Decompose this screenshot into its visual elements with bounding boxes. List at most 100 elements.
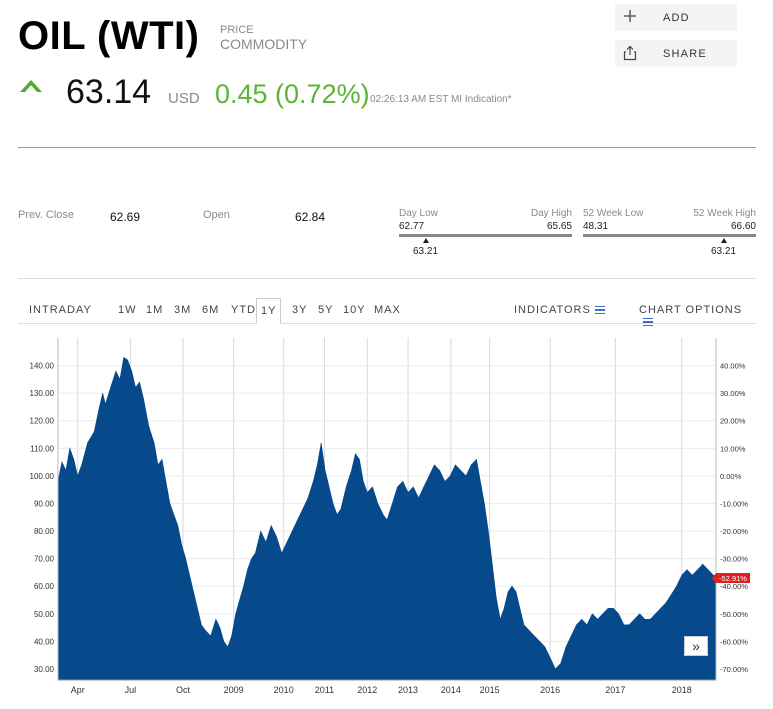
instrument-type-big: COMMODITY xyxy=(220,36,308,52)
current-value-badge xyxy=(712,572,750,583)
week52-range: 52 Week Low 52 Week High 48.31 66.60 63.… xyxy=(583,208,756,260)
x-tick-label: 2009 xyxy=(224,685,244,695)
instrument-type-small: PRICE xyxy=(220,24,254,36)
menu-icon xyxy=(643,318,653,327)
instrument-type: PRICE COMMODITY xyxy=(220,24,307,52)
add-button[interactable]: ADD xyxy=(615,4,737,31)
day-range-marker xyxy=(423,238,429,243)
x-tick-label: Jul xyxy=(125,685,137,695)
key-stats: Prev. Close 62.69 Open 62.84 Day Low Day… xyxy=(18,205,756,265)
double-chevron-right-icon[interactable]: » xyxy=(684,636,708,656)
chart-options-button[interactable]: CHART OPTIONS xyxy=(639,304,756,328)
y-right-tick-label: -30.00% xyxy=(720,555,748,564)
y-left-tick-label: 140.00 xyxy=(30,362,55,371)
y-left-tick-label: 90.00 xyxy=(34,499,55,508)
day-low-label: Day Low xyxy=(399,208,438,219)
price-chart[interactable]: 140.00 130.00 120.00 110.00 100.00 90.00 80.00… xyxy=(18,334,758,700)
day-low-value: 62.77 xyxy=(399,221,425,232)
indicators-label: INDICATORS xyxy=(514,304,591,316)
currency-label: USD xyxy=(168,90,200,107)
day-range: Day Low Day High 62.77 65.65 63.21 xyxy=(399,208,572,260)
price-area xyxy=(57,356,717,681)
x-tick-label: 2018 xyxy=(672,685,692,695)
y-right-tick-label: -40.00% xyxy=(720,582,748,591)
tab-range-1y[interactable]: 1Y xyxy=(256,298,282,324)
price-change: 0.45 (0.72%) xyxy=(215,79,370,109)
chart-toolbar: INTRADAY 1W 1M 3M 6M YTD 1Y 3Y 5Y 10Y MAX INDICAT… xyxy=(18,298,756,327)
plus-icon xyxy=(623,9,637,26)
y-right-tick-label: -60.00% xyxy=(720,637,748,646)
day-range-bar xyxy=(399,234,572,237)
share-button-label: SHARE xyxy=(663,48,707,60)
current-value-badge-label: -52.91% xyxy=(719,574,747,583)
price-chart-svg: 140.00 130.00 120.00 110.00 100.00 90.00 80.00… xyxy=(30,338,750,695)
y-right-tick-label: -10.00% xyxy=(720,499,748,508)
stats-divider xyxy=(18,278,756,279)
x-tick-label: 2011 xyxy=(315,685,334,695)
week52-high-label: 52 Week High xyxy=(693,208,756,219)
x-tick-label: 2013 xyxy=(398,685,418,695)
prev-close-value: 62.69 xyxy=(110,210,141,224)
prev-close-label: Prev. Close xyxy=(18,209,75,221)
x-tick-label: 2014 xyxy=(441,685,461,695)
y-left-tick-label: 100.00 xyxy=(30,472,55,481)
indicators-button[interactable]: INDICATORS xyxy=(514,304,605,316)
y-left-tick-label: 110.00 xyxy=(30,444,54,453)
page-title: OIL (WTI) xyxy=(18,14,200,58)
header-divider xyxy=(18,147,756,148)
y-right-tick-label: -20.00% xyxy=(720,527,748,536)
tab-range-1w[interactable]: 1W xyxy=(118,304,137,316)
x-tick-label: 2016 xyxy=(540,685,560,695)
tab-intraday[interactable]: INTRADAY xyxy=(29,304,92,316)
tab-range-6m[interactable]: 6M xyxy=(202,304,220,316)
day-high-label: Day High xyxy=(530,208,572,219)
share-button[interactable]: SHARE xyxy=(615,40,737,67)
tab-range-max[interactable]: MAX xyxy=(374,304,401,316)
y-left-tick-label: 50.00 xyxy=(34,610,55,619)
open-label: Open xyxy=(203,209,230,221)
y-right-tick-label: 40.00% xyxy=(720,362,746,371)
y-left-tick-label: 30.00 xyxy=(34,665,55,674)
open-value: 62.84 xyxy=(295,210,326,224)
week52-low-value: 48.31 xyxy=(583,221,609,232)
x-tick-label: 2015 xyxy=(480,685,500,695)
week52-high-value: 66.60 xyxy=(730,221,756,232)
tab-range-3y[interactable]: 3Y xyxy=(292,304,308,316)
y-left-tick-label: 120.00 xyxy=(30,417,55,426)
share-icon xyxy=(623,45,637,64)
y-left-tick-label: 70.00 xyxy=(34,555,55,564)
menu-icon xyxy=(594,306,605,315)
week52-low-label: 52 Week Low xyxy=(583,208,644,219)
week52-range-bar xyxy=(583,234,756,237)
x-tick-label: 2012 xyxy=(357,685,377,695)
y-right-tick-label: 30.00% xyxy=(720,389,746,398)
x-tick-label: Apr xyxy=(71,685,85,695)
y-left-tick-label: 60.00 xyxy=(34,582,55,591)
y-right-tick-label: 0.00% xyxy=(720,472,742,481)
quote-header: OIL (WTI) PRICE COMMODITY 63.14 USD 0.45… xyxy=(18,12,758,122)
week52-range-current: 63.21 xyxy=(711,246,737,257)
y-right-tick-label: -70.00% xyxy=(720,665,748,674)
last-price: 63.14 xyxy=(66,73,152,111)
y-right-tick-label: 20.00% xyxy=(720,417,746,426)
day-high-value: 65.65 xyxy=(546,221,572,232)
tab-range-5y[interactable]: 5Y xyxy=(318,304,334,316)
tab-range-1m[interactable]: 1M xyxy=(146,304,164,316)
y-right-tick-label: 10.00% xyxy=(720,444,746,453)
day-range-current: 63.21 xyxy=(413,246,439,257)
x-tick-label: 2017 xyxy=(605,685,625,695)
tab-range-10y[interactable]: 10Y xyxy=(343,304,366,316)
y-left-tick-label: 80.00 xyxy=(34,527,55,536)
y-left-tick-label: 130.00 xyxy=(30,389,55,398)
y-left-tick-label: 40.00 xyxy=(34,637,55,646)
chart-options-label: CHART OPTIONS xyxy=(639,304,743,316)
up-arrow-icon xyxy=(20,80,42,92)
quote-timestamp: 02:26:13 AM EST MI Indication* xyxy=(370,94,512,105)
week52-range-marker xyxy=(721,238,727,243)
tab-range-ytd[interactable]: YTD xyxy=(231,304,256,316)
tab-range-3m[interactable]: 3M xyxy=(174,304,192,316)
x-tick-label: Oct xyxy=(176,685,191,695)
x-tick-label: 2010 xyxy=(274,685,294,695)
add-button-label: ADD xyxy=(663,12,690,24)
y-right-tick-label: -50.00% xyxy=(720,610,748,619)
